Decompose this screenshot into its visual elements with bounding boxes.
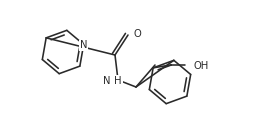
Text: N: N xyxy=(104,76,111,86)
Text: O: O xyxy=(134,29,142,39)
Text: H: H xyxy=(114,76,122,86)
Text: OH: OH xyxy=(193,61,208,71)
Text: N: N xyxy=(80,40,87,50)
